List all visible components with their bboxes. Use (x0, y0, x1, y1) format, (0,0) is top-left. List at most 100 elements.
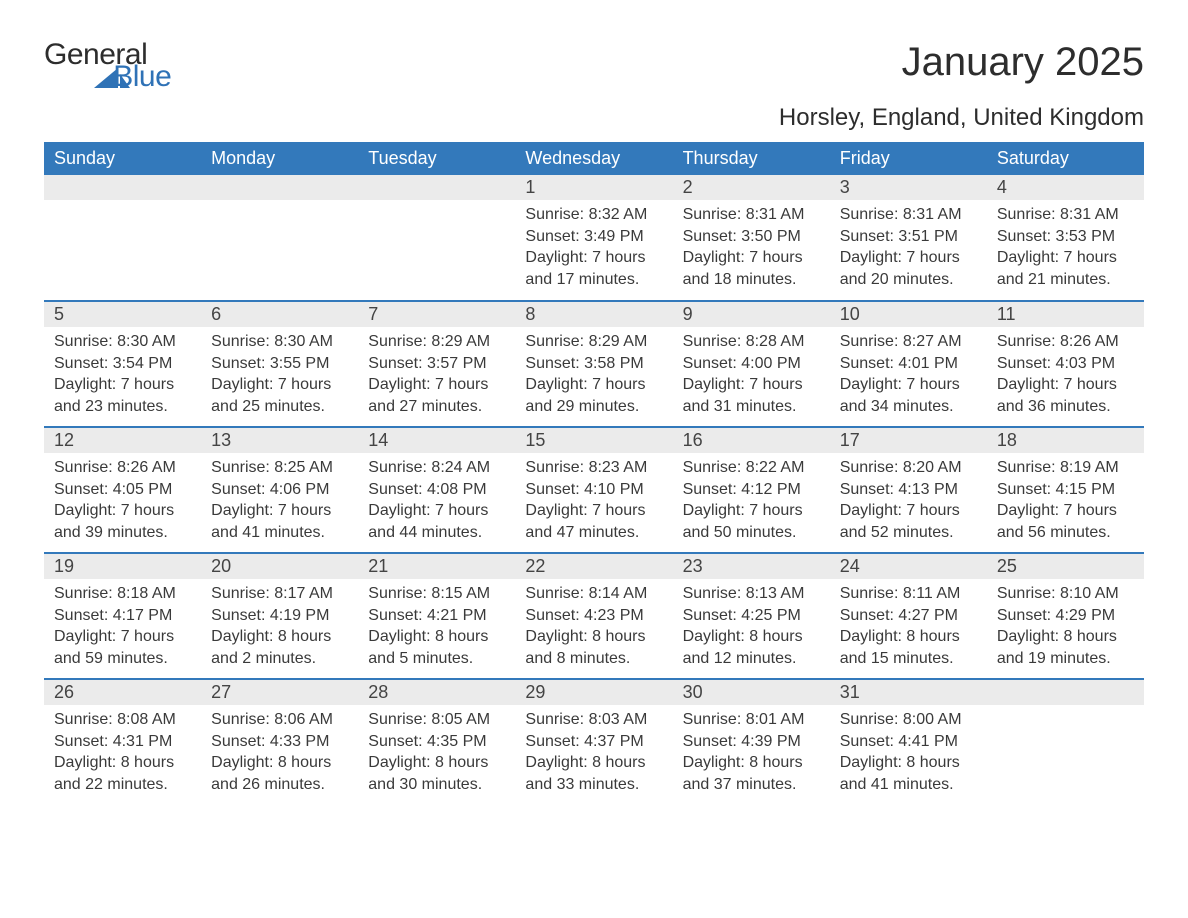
sunrise-line: Sunrise: 8:05 AM (368, 709, 505, 731)
day-details: Sunrise: 8:03 AMSunset: 4:37 PMDaylight:… (515, 705, 672, 803)
sunrise-line: Sunrise: 8:19 AM (997, 457, 1134, 479)
sunrise-line: Sunrise: 8:20 AM (840, 457, 977, 479)
day-details: Sunrise: 8:32 AMSunset: 3:49 PMDaylight:… (515, 200, 672, 298)
day-details: Sunrise: 8:11 AMSunset: 4:27 PMDaylight:… (830, 579, 987, 677)
header: General Blue January 2025 (44, 40, 1144, 92)
daylight-line: Daylight: 7 hours and 34 minutes. (840, 374, 977, 417)
sunrise-line: Sunrise: 8:30 AM (54, 331, 191, 353)
sunrise-line: Sunrise: 8:27 AM (840, 331, 977, 353)
daylight-line: Daylight: 8 hours and 2 minutes. (211, 626, 348, 669)
calendar-day-cell: 25Sunrise: 8:10 AMSunset: 4:29 PMDayligh… (987, 553, 1144, 679)
day-details: Sunrise: 8:30 AMSunset: 3:54 PMDaylight:… (44, 327, 201, 425)
day-details: Sunrise: 8:06 AMSunset: 4:33 PMDaylight:… (201, 705, 358, 803)
day-details: Sunrise: 8:22 AMSunset: 4:12 PMDaylight:… (673, 453, 830, 551)
sunset-line: Sunset: 4:01 PM (840, 353, 977, 375)
weekday-header-row: Sunday Monday Tuesday Wednesday Thursday… (44, 142, 1144, 175)
page-title: January 2025 (902, 40, 1144, 85)
day-number: 30 (673, 680, 830, 705)
day-number (358, 175, 515, 200)
sunset-line: Sunset: 4:23 PM (525, 605, 662, 627)
day-number: 1 (515, 175, 672, 200)
day-number: 6 (201, 302, 358, 327)
sunrise-line: Sunrise: 8:06 AM (211, 709, 348, 731)
sunrise-line: Sunrise: 8:01 AM (683, 709, 820, 731)
sunset-line: Sunset: 4:35 PM (368, 731, 505, 753)
sunset-line: Sunset: 4:12 PM (683, 479, 820, 501)
day-number: 16 (673, 428, 830, 453)
day-details: Sunrise: 8:28 AMSunset: 4:00 PMDaylight:… (673, 327, 830, 425)
day-details: Sunrise: 8:27 AMSunset: 4:01 PMDaylight:… (830, 327, 987, 425)
calendar-day-cell (44, 175, 201, 301)
weekday-header: Friday (830, 142, 987, 175)
sunrise-line: Sunrise: 8:18 AM (54, 583, 191, 605)
calendar-day-cell: 2Sunrise: 8:31 AMSunset: 3:50 PMDaylight… (673, 175, 830, 301)
sunrise-line: Sunrise: 8:10 AM (997, 583, 1134, 605)
sunset-line: Sunset: 4:33 PM (211, 731, 348, 753)
day-details: Sunrise: 8:05 AMSunset: 4:35 PMDaylight:… (358, 705, 515, 803)
sunrise-line: Sunrise: 8:23 AM (525, 457, 662, 479)
daylight-line: Daylight: 8 hours and 30 minutes. (368, 752, 505, 795)
day-details: Sunrise: 8:18 AMSunset: 4:17 PMDaylight:… (44, 579, 201, 677)
sunrise-line: Sunrise: 8:17 AM (211, 583, 348, 605)
daylight-line: Daylight: 7 hours and 47 minutes. (525, 500, 662, 543)
day-number (201, 175, 358, 200)
calendar-day-cell: 11Sunrise: 8:26 AMSunset: 4:03 PMDayligh… (987, 301, 1144, 427)
daylight-line: Daylight: 7 hours and 27 minutes. (368, 374, 505, 417)
day-details: Sunrise: 8:29 AMSunset: 3:58 PMDaylight:… (515, 327, 672, 425)
calendar-day-cell: 6Sunrise: 8:30 AMSunset: 3:55 PMDaylight… (201, 301, 358, 427)
sunrise-line: Sunrise: 8:28 AM (683, 331, 820, 353)
calendar-day-cell: 26Sunrise: 8:08 AMSunset: 4:31 PMDayligh… (44, 679, 201, 805)
day-number: 4 (987, 175, 1144, 200)
calendar-day-cell: 31Sunrise: 8:00 AMSunset: 4:41 PMDayligh… (830, 679, 987, 805)
daylight-line: Daylight: 7 hours and 29 minutes. (525, 374, 662, 417)
calendar-week-row: 26Sunrise: 8:08 AMSunset: 4:31 PMDayligh… (44, 679, 1144, 805)
calendar-day-cell: 14Sunrise: 8:24 AMSunset: 4:08 PMDayligh… (358, 427, 515, 553)
daylight-line: Daylight: 8 hours and 15 minutes. (840, 626, 977, 669)
sunrise-line: Sunrise: 8:14 AM (525, 583, 662, 605)
day-details: Sunrise: 8:31 AMSunset: 3:53 PMDaylight:… (987, 200, 1144, 298)
calendar-day-cell: 27Sunrise: 8:06 AMSunset: 4:33 PMDayligh… (201, 679, 358, 805)
sunset-line: Sunset: 4:41 PM (840, 731, 977, 753)
daylight-line: Daylight: 7 hours and 39 minutes. (54, 500, 191, 543)
sunset-line: Sunset: 4:13 PM (840, 479, 977, 501)
calendar-day-cell: 21Sunrise: 8:15 AMSunset: 4:21 PMDayligh… (358, 553, 515, 679)
sunrise-line: Sunrise: 8:25 AM (211, 457, 348, 479)
sunrise-line: Sunrise: 8:31 AM (997, 204, 1134, 226)
sunrise-line: Sunrise: 8:29 AM (368, 331, 505, 353)
daylight-line: Daylight: 7 hours and 44 minutes. (368, 500, 505, 543)
logo-word-blue: Blue (113, 60, 171, 94)
calendar-table: Sunday Monday Tuesday Wednesday Thursday… (44, 142, 1144, 805)
day-number: 12 (44, 428, 201, 453)
calendar-day-cell: 29Sunrise: 8:03 AMSunset: 4:37 PMDayligh… (515, 679, 672, 805)
day-number: 10 (830, 302, 987, 327)
sunrise-line: Sunrise: 8:30 AM (211, 331, 348, 353)
calendar-week-row: 5Sunrise: 8:30 AMSunset: 3:54 PMDaylight… (44, 301, 1144, 427)
calendar-day-cell: 28Sunrise: 8:05 AMSunset: 4:35 PMDayligh… (358, 679, 515, 805)
weekday-header: Sunday (44, 142, 201, 175)
daylight-line: Daylight: 7 hours and 59 minutes. (54, 626, 191, 669)
daylight-line: Daylight: 8 hours and 12 minutes. (683, 626, 820, 669)
sunset-line: Sunset: 4:37 PM (525, 731, 662, 753)
day-details: Sunrise: 8:01 AMSunset: 4:39 PMDaylight:… (673, 705, 830, 803)
daylight-line: Daylight: 7 hours and 23 minutes. (54, 374, 191, 417)
sunset-line: Sunset: 4:00 PM (683, 353, 820, 375)
day-details (201, 200, 358, 212)
sunset-line: Sunset: 4:06 PM (211, 479, 348, 501)
calendar-day-cell (201, 175, 358, 301)
sunset-line: Sunset: 3:58 PM (525, 353, 662, 375)
day-number: 23 (673, 554, 830, 579)
daylight-line: Daylight: 8 hours and 41 minutes. (840, 752, 977, 795)
day-number (44, 175, 201, 200)
daylight-line: Daylight: 8 hours and 22 minutes. (54, 752, 191, 795)
sunrise-line: Sunrise: 8:11 AM (840, 583, 977, 605)
day-details: Sunrise: 8:31 AMSunset: 3:51 PMDaylight:… (830, 200, 987, 298)
sunrise-line: Sunrise: 8:31 AM (840, 204, 977, 226)
day-number: 9 (673, 302, 830, 327)
day-details (44, 200, 201, 212)
day-details: Sunrise: 8:10 AMSunset: 4:29 PMDaylight:… (987, 579, 1144, 677)
day-details: Sunrise: 8:29 AMSunset: 3:57 PMDaylight:… (358, 327, 515, 425)
daylight-line: Daylight: 7 hours and 17 minutes. (525, 247, 662, 290)
sunrise-line: Sunrise: 8:03 AM (525, 709, 662, 731)
sunset-line: Sunset: 3:57 PM (368, 353, 505, 375)
daylight-line: Daylight: 8 hours and 5 minutes. (368, 626, 505, 669)
